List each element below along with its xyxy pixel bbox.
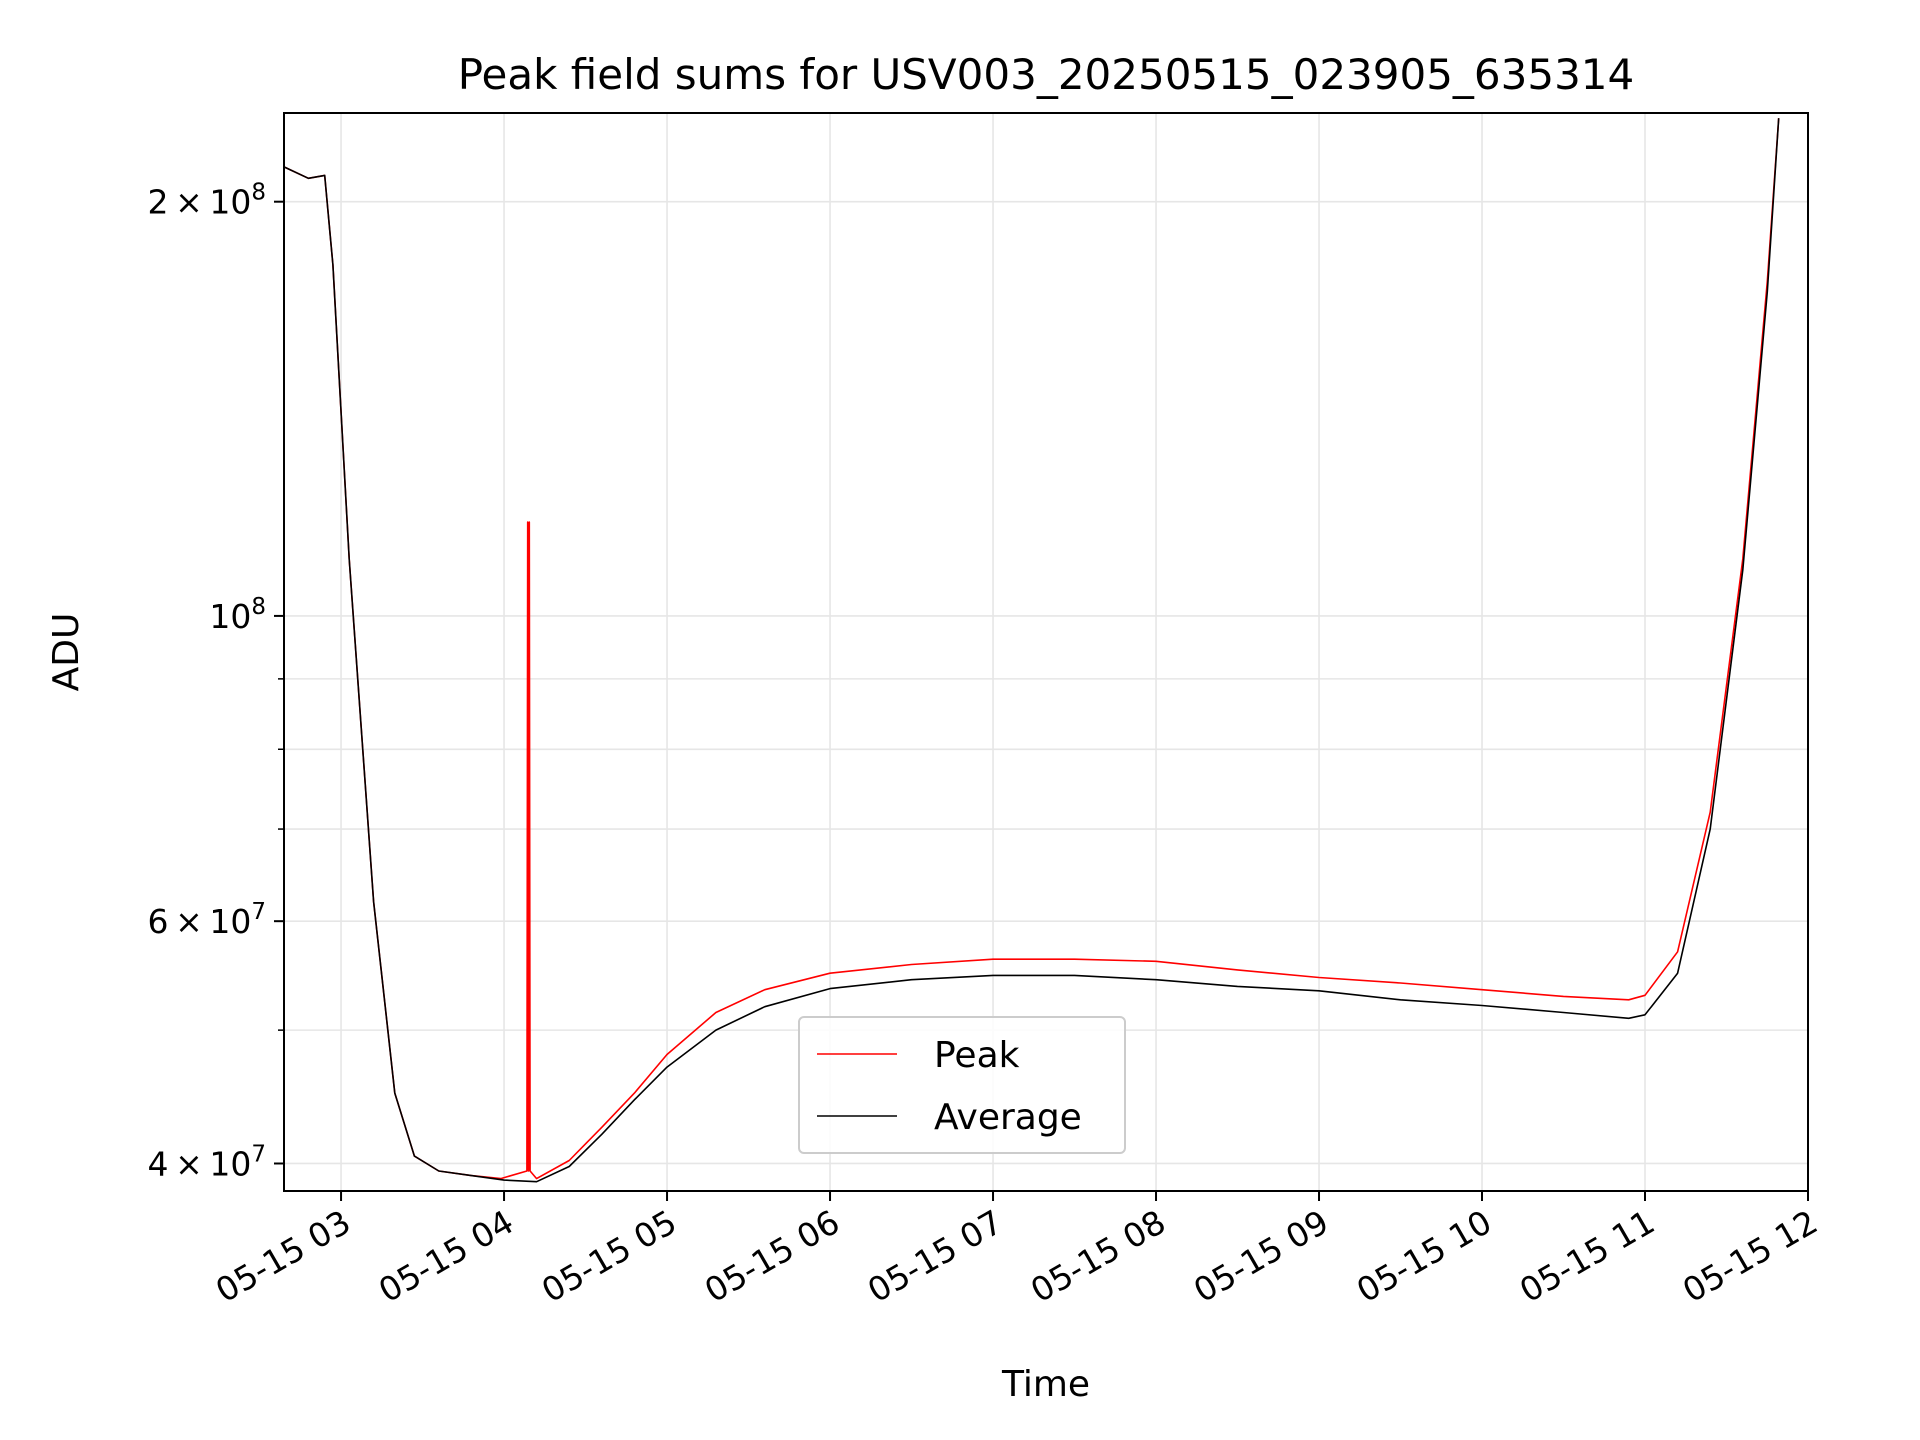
legend: Peak Average — [798, 1016, 1126, 1154]
series-layer — [283, 118, 1780, 1183]
y-axis: 4 × 107 6 × 107 108 2 × 108 — [148, 180, 284, 1183]
y-tick-label: 108 — [209, 594, 266, 636]
y-tick-label: 4 × 107 — [148, 1141, 266, 1183]
chart-title: Peak field sums for USV003_20250515_0239… — [458, 50, 1635, 99]
y-axis-label: ADU — [46, 613, 87, 692]
y-tick-label: 6 × 107 — [148, 899, 266, 941]
plot-frame — [283, 112, 1809, 1192]
legend-peak-label: Peak — [934, 1035, 1020, 1076]
series-line-average — [283, 118, 1780, 1183]
y-tick-label: 2 × 108 — [148, 180, 266, 222]
x-axis-label: Time — [1001, 1364, 1090, 1405]
legend-average-label: Average — [934, 1097, 1082, 1138]
legend-box — [798, 1016, 1126, 1154]
